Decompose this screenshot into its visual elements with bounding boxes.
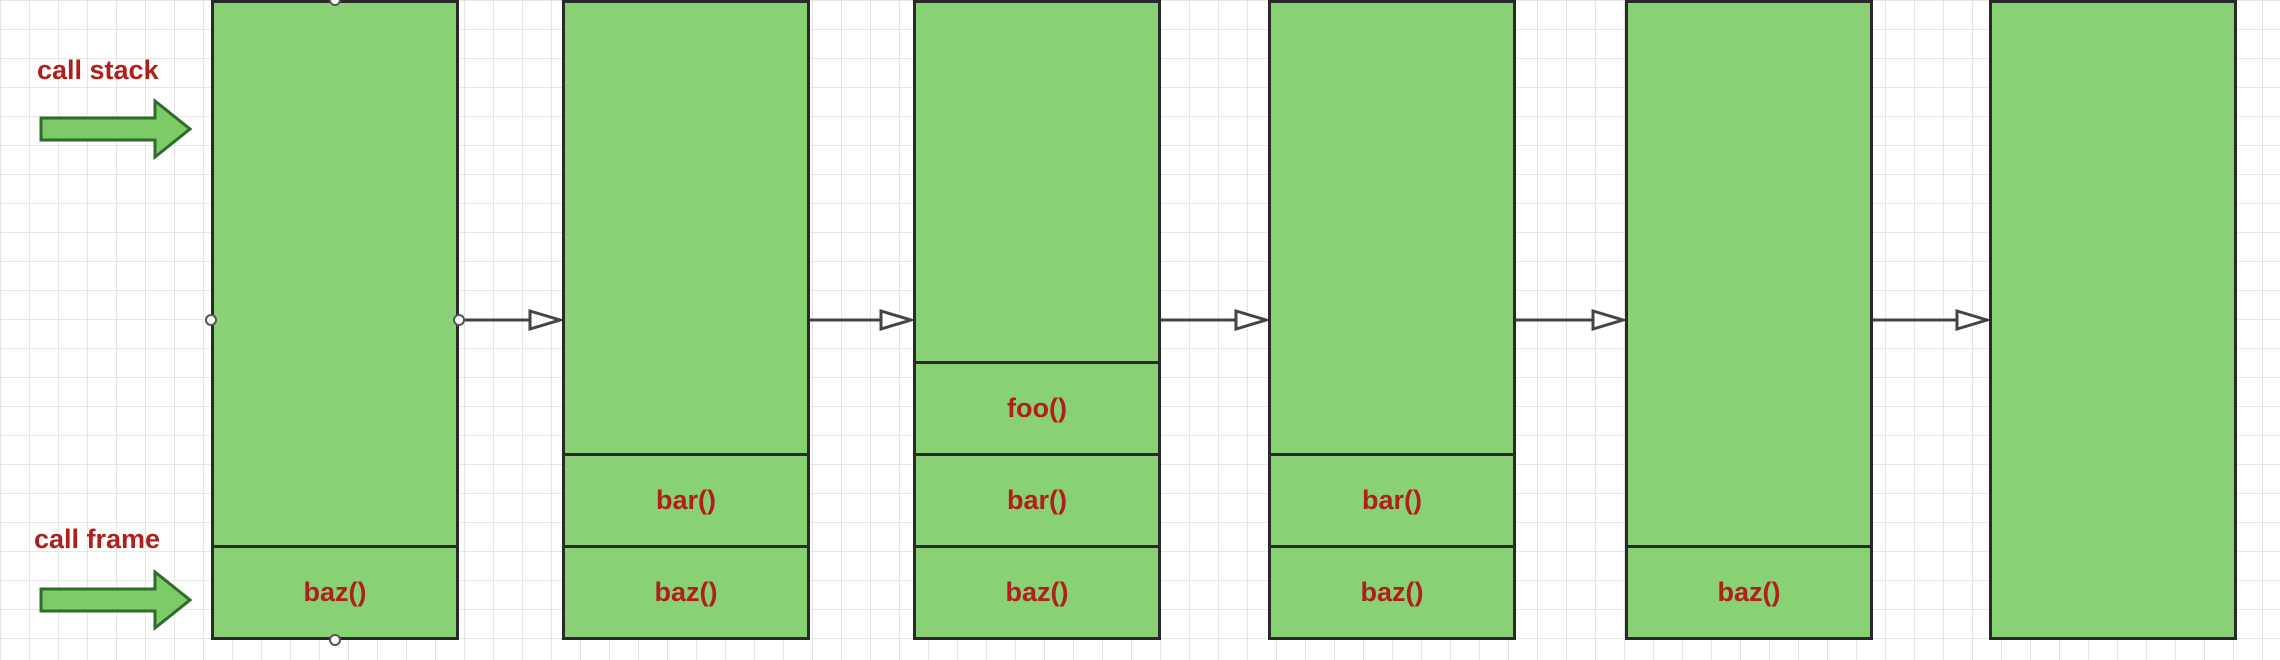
selection-handle[interactable] [205,314,217,326]
call-stack-2: baz() bar() [562,0,810,640]
transition-arrow-head [1234,308,1272,332]
call-stack-5: baz() [1625,0,1873,640]
call-stack-pointer-arrow [39,97,193,161]
transition-arrow-head [879,308,917,332]
call-stack-label: call stack [37,55,159,85]
transition-arrow-head [1955,308,1993,332]
call-frame: bar() [565,453,807,545]
call-frame: baz() [214,545,456,637]
call-stack-3: baz() bar() foo() [913,0,1161,640]
call-frame: baz() [1628,545,1870,637]
call-frame: bar() [916,453,1158,545]
selection-handle[interactable] [329,0,341,6]
selection-handle[interactable] [453,314,465,326]
call-frame-label: call frame [34,524,161,554]
call-frame: foo() [916,361,1158,453]
selection-handle[interactable] [329,634,341,646]
transition-arrow-head [528,308,566,332]
transition-arrow-head [1591,308,1629,332]
call-stack-6 [1989,0,2237,640]
call-frame-pointer-arrow [39,568,193,632]
call-frame: baz() [916,545,1158,637]
call-frame: baz() [565,545,807,637]
call-frame: baz() [1271,545,1513,637]
call-frame: bar() [1271,453,1513,545]
call-stack-4: baz() bar() [1268,0,1516,640]
call-stack-1: baz() [211,0,459,640]
